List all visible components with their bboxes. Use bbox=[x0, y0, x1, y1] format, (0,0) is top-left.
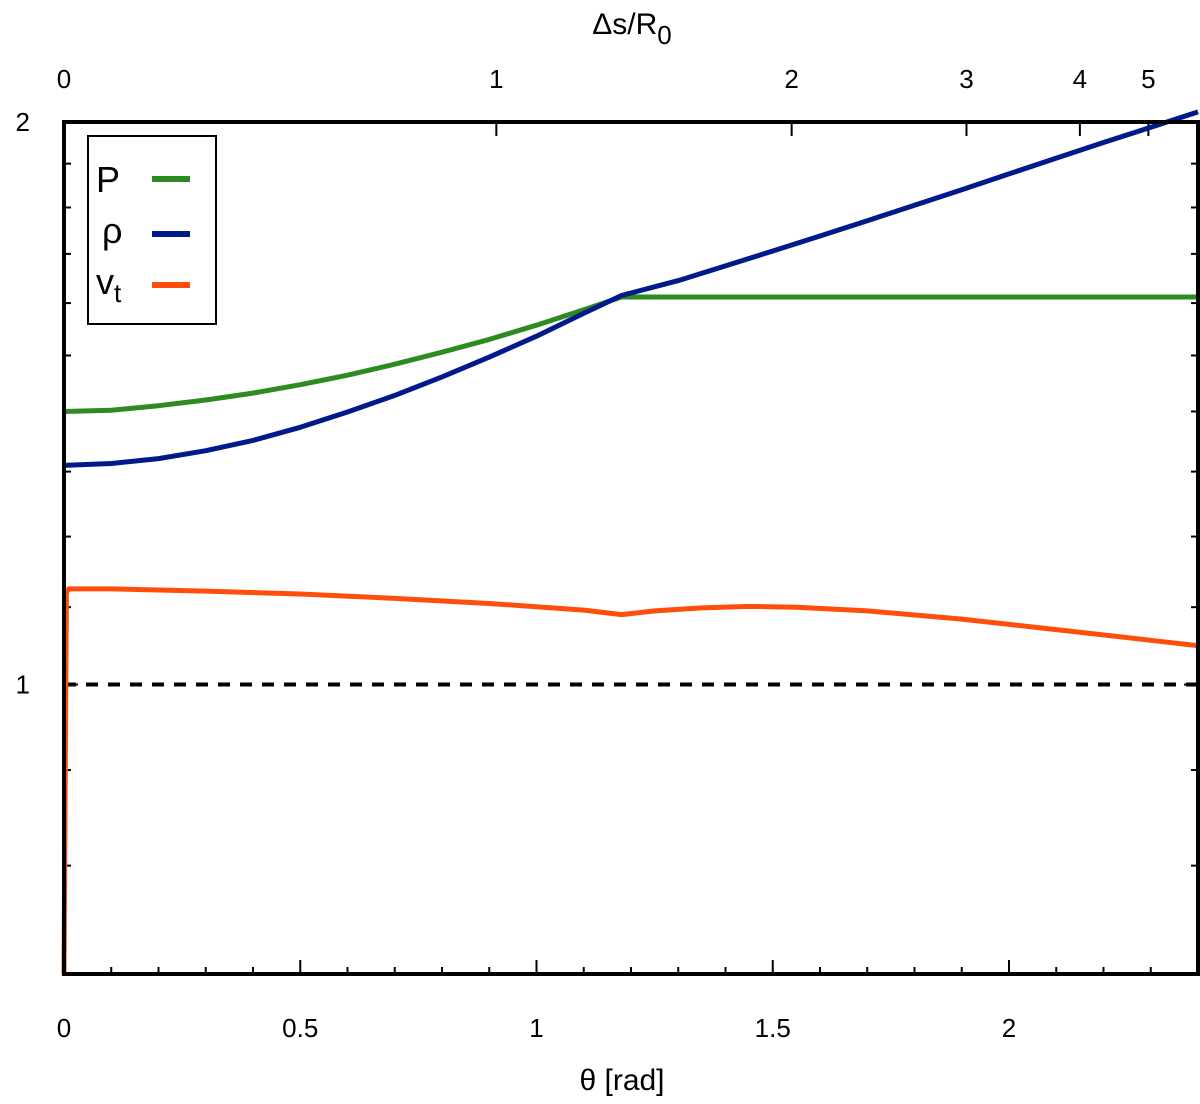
series-line-P bbox=[63, 294, 1198, 414]
top-x-tick-label-0: 0 bbox=[57, 64, 71, 94]
legend-box bbox=[87, 135, 217, 325]
top-x-tick-label-1: 1 bbox=[489, 64, 503, 94]
legend-label-P: P bbox=[96, 159, 120, 200]
legend: P ρ vt bbox=[87, 135, 217, 325]
series-layer bbox=[61, 109, 1199, 975]
legend-label-vt: vt bbox=[96, 261, 122, 308]
top-x-axis-title: Δs/R0 bbox=[592, 8, 672, 50]
x-tick-label-3: 1.5 bbox=[755, 1013, 791, 1043]
ticks-layer: 0 0.5 1 1.5 20 1 2 3 4 512 bbox=[16, 64, 1198, 1043]
x-axis-title: θ [rad] bbox=[579, 1064, 664, 1097]
plot-frame bbox=[62, 120, 1200, 976]
top-x-tick-label-2: 2 bbox=[784, 64, 798, 94]
top-x-tick-label-4: 4 bbox=[1073, 64, 1087, 94]
x-tick-label-0: 0 bbox=[57, 1013, 71, 1043]
legend-label-rho: ρ bbox=[102, 210, 122, 251]
top-x-tick-label-3: 3 bbox=[959, 64, 973, 94]
y-tick-label-1: 2 bbox=[16, 107, 30, 137]
x-tick-label-2: 1 bbox=[529, 1013, 543, 1043]
y-tick-label-0: 1 bbox=[16, 670, 30, 700]
top-x-tick-label-5: 5 bbox=[1141, 64, 1155, 94]
x-tick-label-1: 0.5 bbox=[282, 1013, 318, 1043]
series-line-vt bbox=[61, 586, 1199, 975]
series-line-rho bbox=[63, 109, 1199, 468]
x-tick-label-4: 2 bbox=[1002, 1013, 1016, 1043]
